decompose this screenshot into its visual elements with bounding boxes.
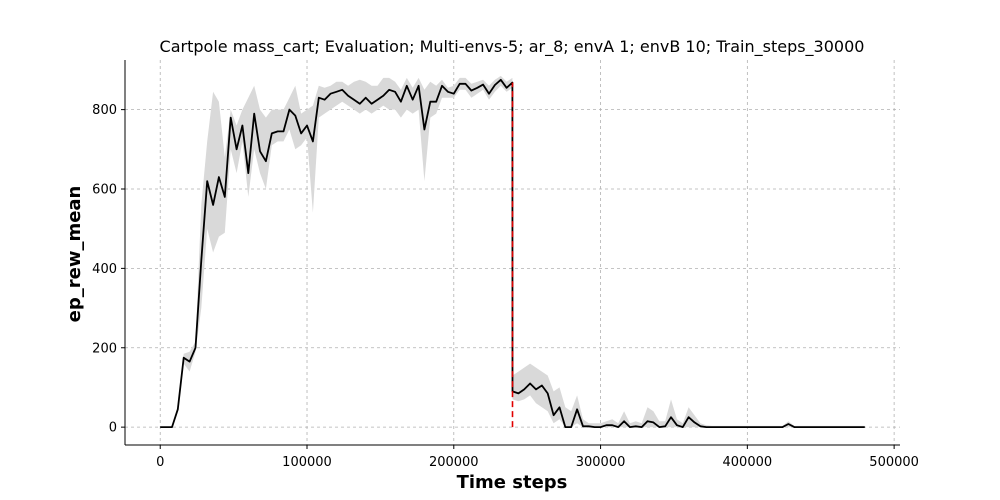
y-tick-label: 0	[109, 421, 117, 436]
axes	[124, 60, 900, 446]
mean-reward-line	[160, 78, 865, 429]
x-axis-label: Time steps	[457, 472, 568, 493]
x-tick-label: 400000	[723, 455, 773, 470]
y-axis-label: ep_rew_mean	[64, 186, 85, 323]
y-tick-label: 200	[92, 341, 117, 356]
x-tick-label: 500000	[869, 455, 919, 470]
series-line-layer	[160, 78, 865, 429]
y-tick-label: 800	[92, 103, 117, 118]
y-tick-label: 400	[92, 262, 117, 277]
chart-title: Cartpole mass_cart; Evaluation; Multi-en…	[160, 37, 865, 57]
confidence-band-layer	[160, 75, 865, 428]
x-axis-ticks: 0 100000 200000 300000 400000 500000	[156, 445, 919, 470]
x-tick-label: 200000	[429, 455, 479, 470]
std-band	[160, 75, 865, 428]
y-tick-label: 600	[92, 182, 117, 197]
x-tick-label: 0	[156, 455, 164, 470]
y-axis-ticks: 0 200 400 600 800	[92, 103, 125, 436]
grid	[125, 60, 900, 445]
x-tick-label: 100000	[282, 455, 332, 470]
x-tick-label: 300000	[576, 455, 626, 470]
